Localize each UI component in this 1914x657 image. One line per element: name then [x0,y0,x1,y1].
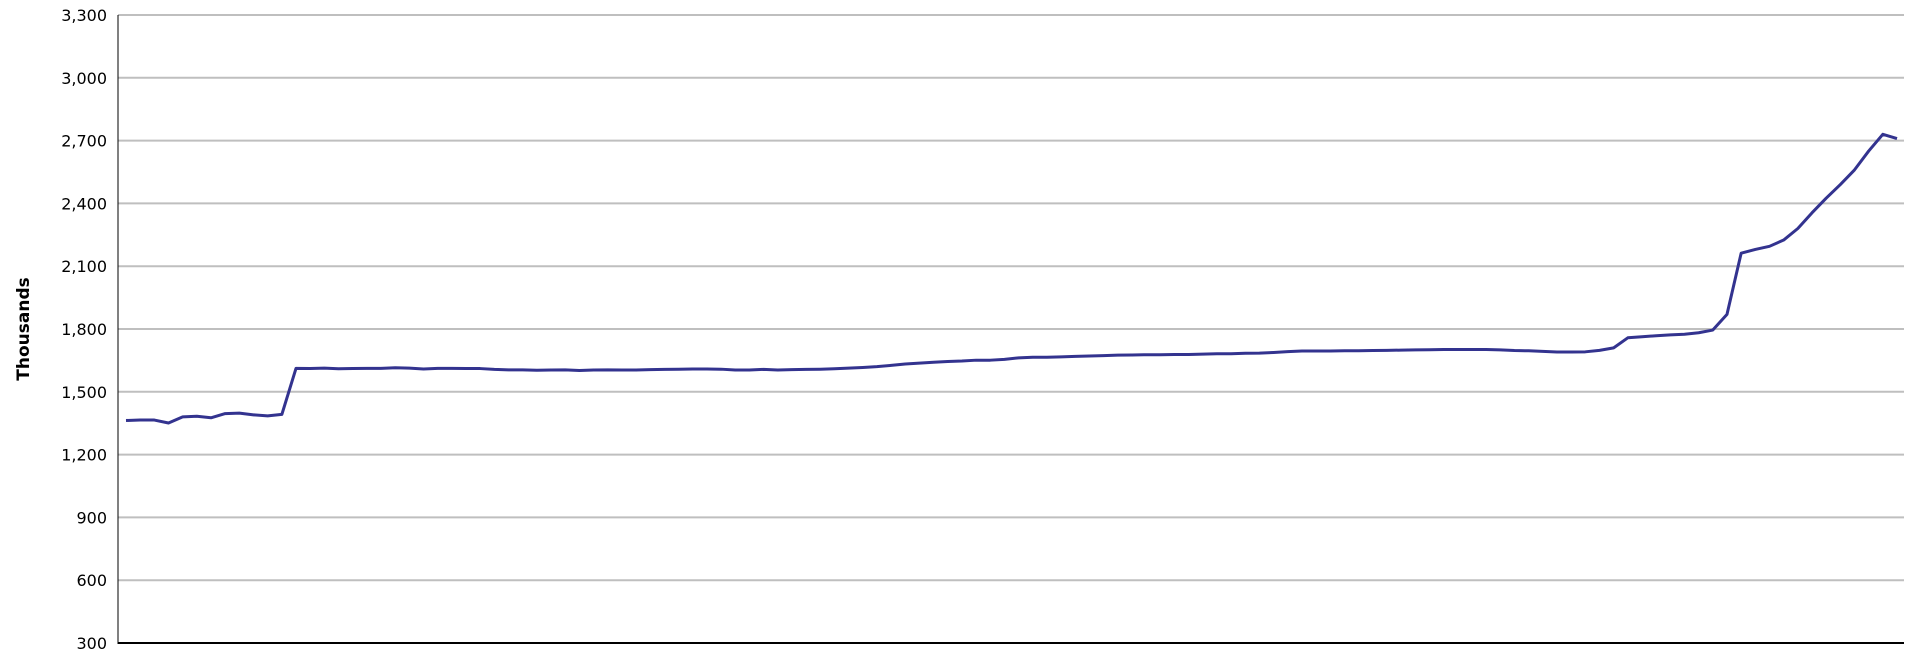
y-tick-label: 300 [76,634,107,653]
series-layer [125,132,1898,425]
y-tick-label: 3,000 [61,69,107,88]
y-tick-label: 1,500 [61,383,107,402]
y-tick-label: 2,100 [61,257,107,276]
y-tick-label: 900 [76,508,107,527]
y-tick-label: 2,400 [61,194,107,213]
y-axis-title: Thousands [14,277,34,380]
series-line [125,132,1898,425]
y-tick-label: 2,700 [61,132,107,151]
y-tick-label: 600 [76,571,107,590]
grid-lines [118,14,1904,582]
y-axis-tick-labels: 300 600 900 1,200 1,500 1,800 2,100 2,400 2,700 3… [61,6,107,653]
y-tick-label: 1,200 [61,446,107,465]
y-tick-label: 1,800 [61,320,107,339]
y-tick-label: 3,300 [61,6,107,25]
